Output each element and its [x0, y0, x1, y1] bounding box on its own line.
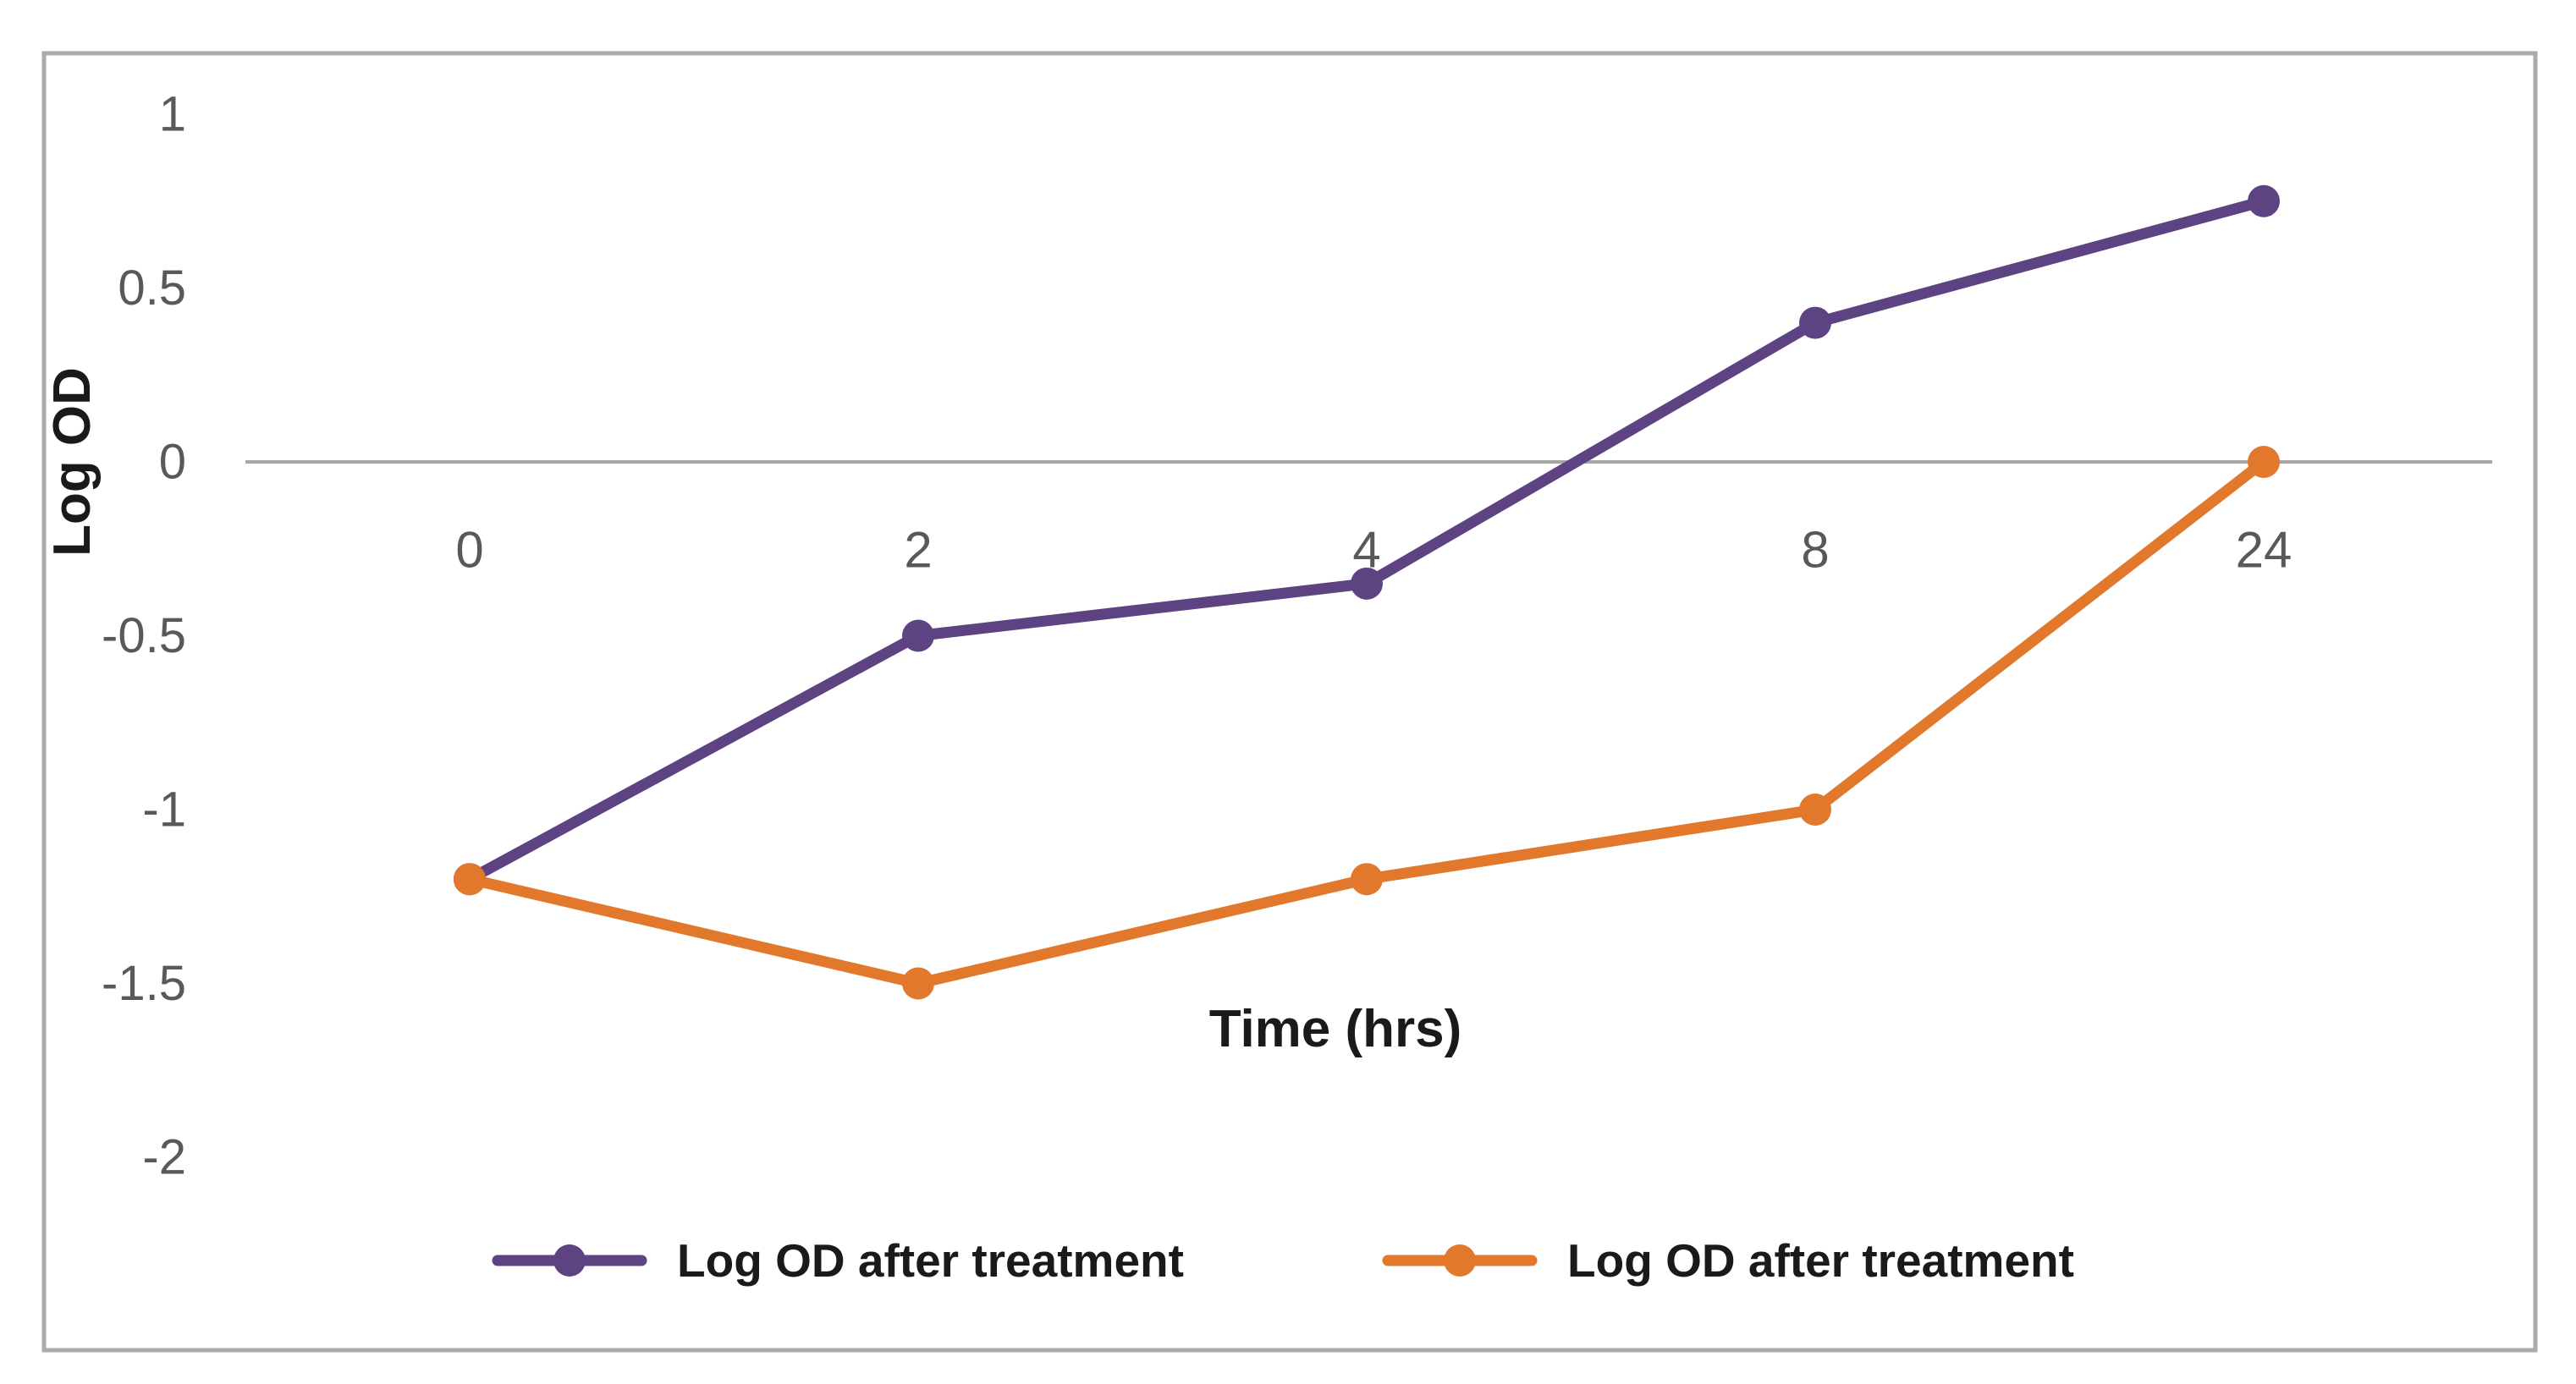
series-1-marker — [454, 863, 486, 896]
series-0-marker — [1351, 567, 1383, 600]
y-axis-title: Log OD — [43, 367, 102, 557]
x-tick-label: 24 — [2236, 522, 2293, 579]
x-axis-tick-labels: 0 2 4 8 24 — [455, 522, 2292, 579]
y-tick-label: -1.5 — [102, 956, 186, 1011]
x-tick-label: 0 — [455, 522, 483, 579]
y-tick-label: 0.5 — [118, 261, 186, 316]
legend-label-0: Log OD after treatment — [677, 1234, 1184, 1287]
y-tick-label: -2 — [142, 1130, 186, 1185]
x-tick-label: 2 — [904, 522, 932, 579]
series-1-marker — [902, 967, 934, 1000]
x-tick-label: 8 — [1801, 522, 1829, 579]
legend: Log OD after treatment Log OD after treat… — [492, 1234, 2074, 1287]
y-tick-label: 1 — [159, 87, 186, 142]
series-1-marker — [2248, 446, 2280, 478]
y-axis-tick-labels: 1 0.5 0 -0.5 -1 -1.5 -2 — [102, 87, 186, 1185]
y-tick-label: 0 — [159, 435, 186, 490]
legend-marker-dot-0 — [553, 1244, 586, 1277]
y-tick-label: -1 — [142, 783, 186, 838]
x-axis-title: Time (hrs) — [1209, 1000, 1462, 1058]
series-group — [454, 184, 2280, 1000]
series-0-marker — [1799, 306, 1831, 339]
y-tick-label: -0.5 — [102, 608, 186, 663]
series-0-marker — [902, 619, 934, 652]
legend-marker-dot-1 — [1444, 1244, 1476, 1277]
series-0-marker — [2248, 184, 2280, 217]
series-1-marker — [1799, 794, 1831, 826]
series-1-marker — [1351, 863, 1383, 896]
legend-label-1: Log OD after treatment — [1567, 1234, 2074, 1287]
chart-border — [41, 51, 2538, 1353]
